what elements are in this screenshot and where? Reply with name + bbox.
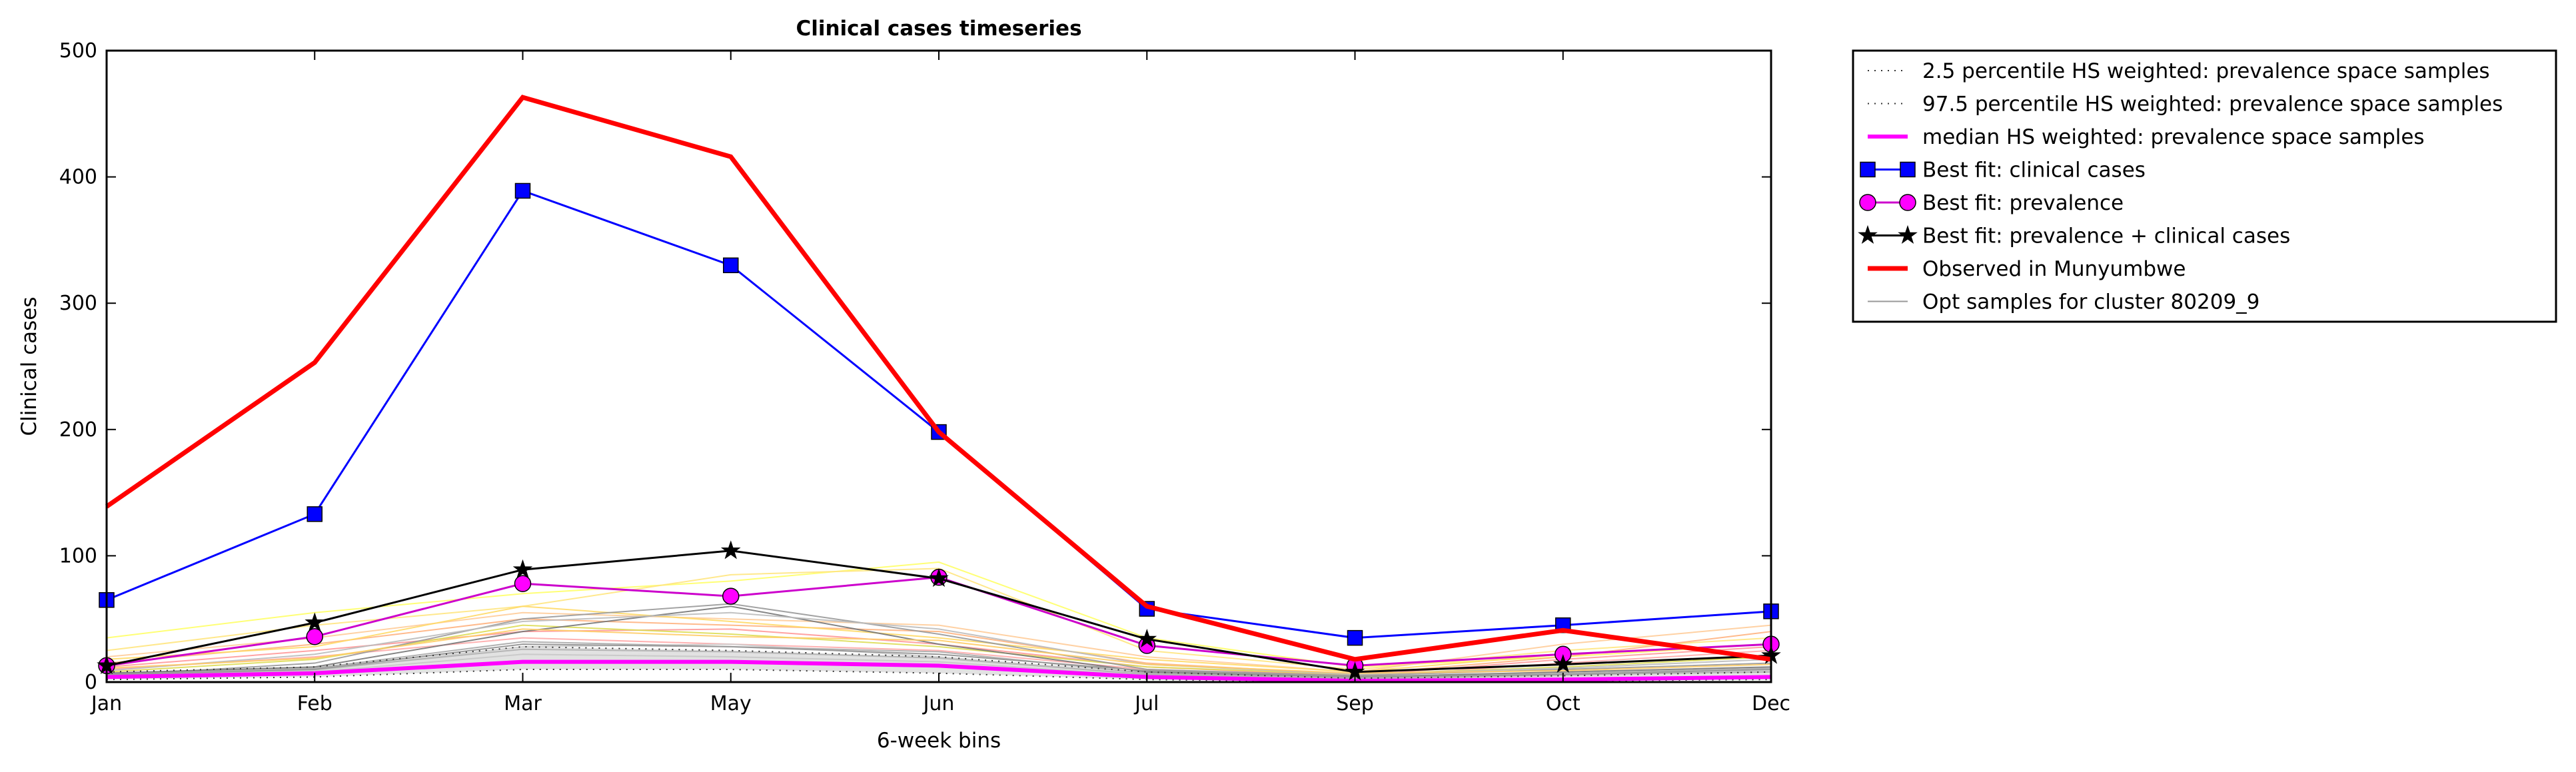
x-tick-label: Feb <box>297 692 332 715</box>
x-axis-label: 6-week bins <box>877 729 1001 753</box>
x-tick-label: Mar <box>504 692 542 715</box>
series-line <box>106 643 1772 678</box>
data-point <box>512 559 533 578</box>
x-tick-label: Jul <box>1133 692 1159 715</box>
series-97-5-percentile-hs-weighted-prevalence-space-samples <box>106 645 1772 679</box>
y-tick-label: 400 <box>59 166 97 189</box>
legend-label: median HS weighted: prevalence space sam… <box>1922 125 2425 149</box>
data-point <box>929 568 949 587</box>
series-line <box>106 659 1772 683</box>
sample-line-14 <box>106 653 1772 681</box>
y-tick-label: 300 <box>59 292 97 315</box>
axes: 0 100 200 300 400 500 Jan Feb Mar May Jun Jul Sep Oct… <box>59 39 1790 715</box>
legend-marker <box>1898 224 1918 244</box>
sample-line-16 <box>106 628 1772 674</box>
legend-label: Observed in Munyumbwe <box>1922 257 2186 281</box>
legend-frame <box>1852 49 2557 323</box>
series-observed-in-munyumbwe <box>105 95 1772 662</box>
sample-line-4 <box>106 618 1772 675</box>
series-line <box>105 95 1772 662</box>
legend-marker <box>1899 194 1916 211</box>
x-tick-label: Oct <box>1546 692 1581 715</box>
x-tick-label: Dec <box>1752 692 1790 715</box>
legend-marker <box>1900 161 1916 178</box>
y-tick-label: 500 <box>59 39 97 63</box>
y-tick-label: 0 <box>85 671 97 694</box>
legend-label: Best fit: prevalence <box>1922 191 2124 215</box>
legend-item-2-5-percentile-hs-weighted-prevalence-space-samples: 2.5 percentile HS weighted: prevalence s… <box>1868 59 2490 83</box>
series-line <box>106 645 1772 679</box>
data-point <box>722 587 740 605</box>
sample-line-10 <box>106 605 1772 678</box>
legend-label: 97.5 percentile HS weighted: prevalence … <box>1922 93 2503 117</box>
legend-item-median-hs-weighted-prevalence-space-samples: median HS weighted: prevalence space sam… <box>1868 125 2425 149</box>
sample-line-3 <box>106 611 1772 673</box>
plot-area <box>97 51 1781 683</box>
x-tick-label: Jun <box>922 692 955 715</box>
legend-label: 2.5 percentile HS weighted: prevalence s… <box>1922 59 2490 83</box>
legend-item-observed-in-munyumbwe: Observed in Munyumbwe <box>1868 257 2186 281</box>
y-tick-label: 200 <box>59 418 97 442</box>
series-opt-samples-for-cluster-80209-9 <box>106 643 1772 678</box>
series-best-fit-prevalence-clinical-cases <box>97 540 1781 681</box>
data-point <box>1553 653 1573 673</box>
data-point <box>1137 628 1157 648</box>
data-point <box>514 183 531 199</box>
legend-label: Best fit: clinical cases <box>1922 159 2146 183</box>
x-tick-label: Jan <box>90 692 122 715</box>
data-point <box>307 506 322 522</box>
legend-item-best-fit-clinical-cases: Best fit: clinical cases <box>1860 159 2146 183</box>
sample-line-7 <box>106 605 1772 673</box>
legend-marker <box>1860 161 1876 178</box>
legend-item-opt-samples-for-cluster-80209-9: Opt samples for cluster 80209_9 <box>1868 290 2259 314</box>
data-point <box>306 627 323 645</box>
data-point <box>720 540 741 560</box>
data-point <box>723 257 739 274</box>
sample-line-15 <box>106 648 1772 681</box>
legend-marker <box>1859 194 1876 211</box>
series-median-hs-weighted-prevalence-space-samples <box>106 659 1772 683</box>
sample-line-11 <box>106 611 1772 675</box>
data-point <box>1347 629 1363 646</box>
legend-item-best-fit-prevalence: Best fit: prevalence <box>1859 191 2124 215</box>
x-tick-label: Sep <box>1336 692 1374 715</box>
data-point <box>305 612 325 631</box>
legend: 2.5 percentile HS weighted: prevalence s… <box>1852 49 2557 323</box>
legend-label: Opt samples for cluster 80209_9 <box>1922 290 2259 314</box>
y-tick-label: 100 <box>59 544 97 568</box>
legend-marker <box>1858 224 1878 244</box>
x-tick-label: May <box>710 692 752 715</box>
chart-title: Clinical cases timeseries <box>796 17 1081 41</box>
legend-item-best-fit-prevalence-clinical-cases: Best fit: prevalence + clinical cases <box>1858 224 2290 248</box>
legend-item-97-5-percentile-hs-weighted-prevalence-space-samples: 97.5 percentile HS weighted: prevalence … <box>1868 93 2503 117</box>
legend-label: Best fit: prevalence + clinical cases <box>1922 224 2290 248</box>
data-point <box>514 575 532 592</box>
y-axis-label: Clinical cases <box>17 296 41 436</box>
